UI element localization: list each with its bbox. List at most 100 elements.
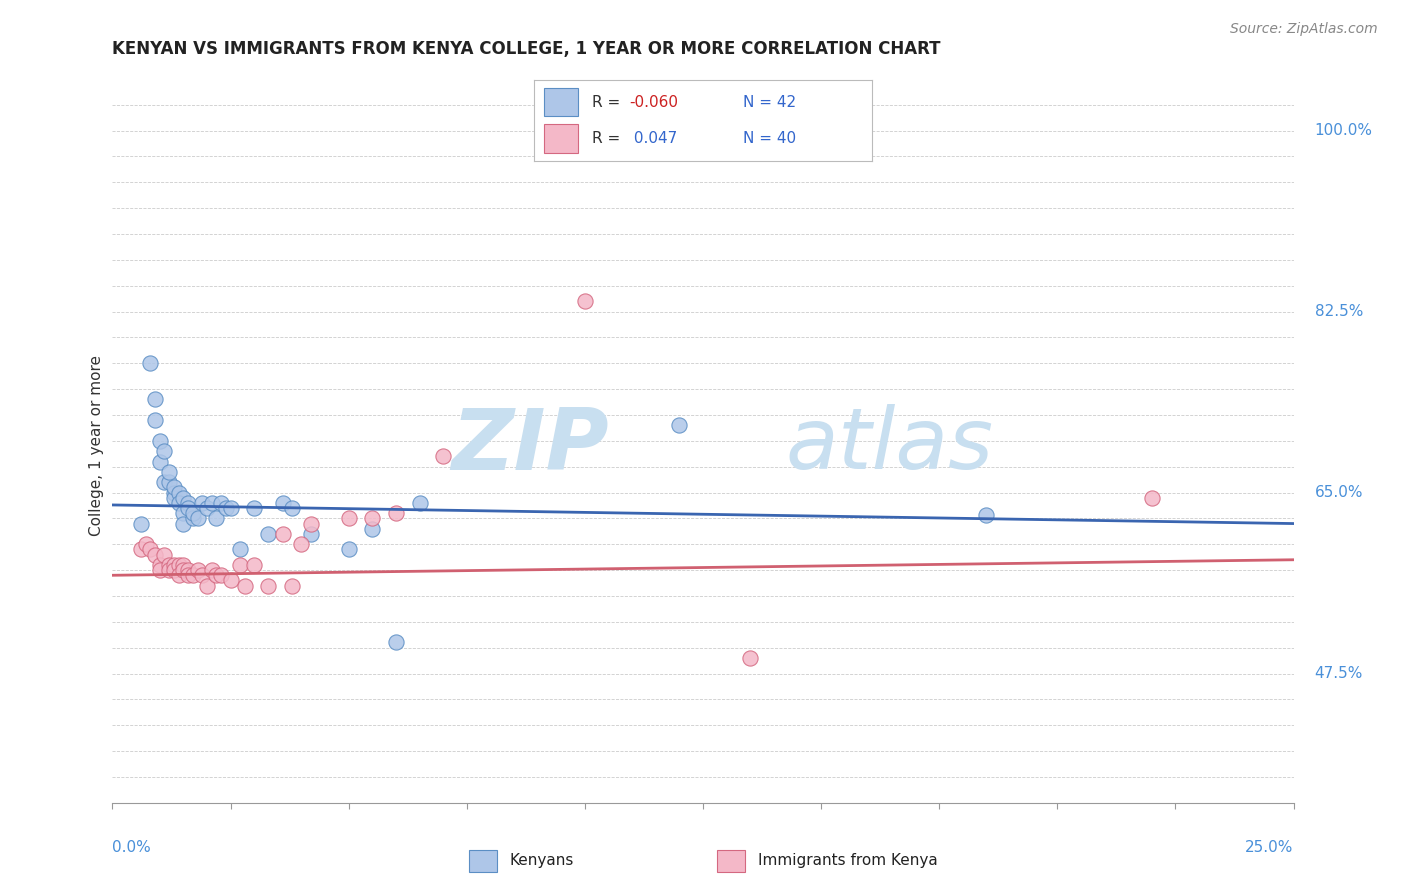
Point: [172, 558, 194, 572]
Point: [167, 485, 190, 500]
Point: [337, 511, 360, 525]
Point: [271, 527, 294, 541]
Point: [167, 558, 190, 572]
Text: 100.0%: 100.0%: [1315, 123, 1372, 138]
Point: [177, 568, 200, 582]
Point: [219, 501, 242, 516]
Point: [167, 496, 190, 510]
Point: [181, 511, 204, 525]
Point: [408, 496, 430, 510]
Point: [181, 568, 204, 582]
Point: [668, 418, 690, 433]
Point: [361, 511, 384, 525]
Text: KENYAN VS IMMIGRANTS FROM KENYA COLLEGE, 1 YEAR OR MORE CORRELATION CHART: KENYAN VS IMMIGRANTS FROM KENYA COLLEGE,…: [112, 40, 941, 58]
Point: [257, 579, 280, 593]
Point: [191, 568, 214, 582]
Point: [385, 635, 408, 649]
Point: [157, 465, 180, 479]
Point: [195, 579, 218, 593]
Point: [139, 356, 162, 370]
Point: [129, 542, 152, 557]
Point: [129, 516, 152, 531]
Point: [432, 450, 454, 464]
Point: [163, 485, 186, 500]
Point: [149, 454, 172, 468]
Point: [153, 548, 176, 562]
Point: [290, 537, 312, 551]
Point: [219, 574, 242, 588]
Text: Kenyans: Kenyans: [509, 854, 574, 868]
Point: [205, 511, 228, 525]
Point: [181, 506, 204, 520]
Point: [172, 506, 194, 520]
Point: [149, 563, 172, 577]
Point: [574, 294, 596, 309]
Text: 0.0%: 0.0%: [112, 840, 152, 855]
Text: 0.047: 0.047: [628, 130, 678, 145]
Point: [385, 506, 408, 520]
Point: [243, 501, 266, 516]
Point: [740, 651, 762, 665]
Point: [163, 563, 186, 577]
Point: [139, 542, 162, 557]
Point: [143, 548, 166, 562]
Point: [337, 542, 360, 557]
Point: [186, 511, 208, 525]
Text: R =: R =: [592, 95, 624, 111]
Text: 47.5%: 47.5%: [1315, 666, 1362, 681]
Point: [149, 558, 172, 572]
Text: 82.5%: 82.5%: [1315, 304, 1362, 319]
Point: [172, 491, 194, 505]
Point: [201, 496, 224, 510]
Bar: [717, 849, 745, 872]
Point: [167, 568, 190, 582]
Point: [209, 496, 232, 510]
Point: [186, 563, 208, 577]
Text: N = 42: N = 42: [744, 95, 797, 111]
Point: [205, 568, 228, 582]
Point: [157, 558, 180, 572]
Text: Source: ZipAtlas.com: Source: ZipAtlas.com: [1230, 22, 1378, 37]
Point: [1140, 491, 1163, 505]
Bar: [470, 849, 496, 872]
Point: [172, 563, 194, 577]
Text: 25.0%: 25.0%: [1246, 840, 1294, 855]
Point: [299, 527, 322, 541]
Point: [233, 579, 256, 593]
Point: [215, 501, 238, 516]
Point: [271, 496, 294, 510]
Point: [143, 413, 166, 427]
Text: N = 40: N = 40: [744, 130, 797, 145]
Point: [361, 522, 384, 536]
Point: [153, 444, 176, 458]
Point: [257, 527, 280, 541]
Point: [177, 563, 200, 577]
Point: [177, 496, 200, 510]
Text: R =: R =: [592, 130, 624, 145]
Point: [153, 475, 176, 490]
Text: Immigrants from Kenya: Immigrants from Kenya: [758, 854, 938, 868]
Point: [163, 558, 186, 572]
Point: [201, 563, 224, 577]
Point: [229, 542, 252, 557]
Point: [195, 501, 218, 516]
Point: [157, 475, 180, 490]
Point: [157, 563, 180, 577]
Bar: [544, 125, 578, 153]
Point: [177, 501, 200, 516]
Text: ZIP: ZIP: [451, 404, 609, 488]
Point: [299, 516, 322, 531]
Point: [143, 392, 166, 407]
Text: 65.0%: 65.0%: [1315, 485, 1362, 500]
Point: [976, 508, 998, 523]
Point: [149, 434, 172, 448]
Point: [281, 579, 304, 593]
Point: [229, 558, 252, 572]
Point: [281, 501, 304, 516]
Point: [163, 480, 186, 494]
Text: atlas: atlas: [786, 404, 994, 488]
Text: -0.060: -0.060: [628, 95, 678, 111]
Point: [135, 537, 157, 551]
Point: [172, 516, 194, 531]
Point: [191, 496, 214, 510]
